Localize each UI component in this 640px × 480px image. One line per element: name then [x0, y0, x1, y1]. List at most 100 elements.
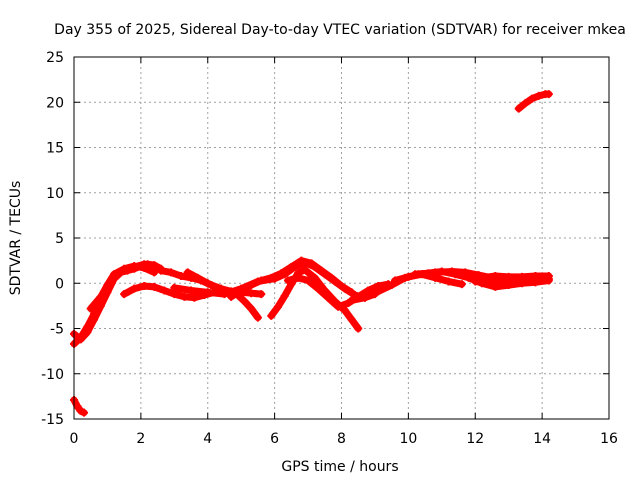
y-tick-label: 0 — [55, 276, 64, 292]
data-point-marker — [187, 286, 196, 295]
y-tick-label: 5 — [55, 231, 64, 247]
data-point-marker — [307, 259, 316, 268]
data-point-marker — [360, 293, 369, 302]
data-point-marker — [514, 104, 523, 113]
x-tick-label: 0 — [70, 431, 79, 447]
y-tick-label: -5 — [50, 322, 64, 338]
data-point-marker — [484, 279, 493, 288]
data-point-marker — [120, 290, 129, 299]
y-axis-label: SDTVAR / TECUs — [8, 181, 24, 296]
series-arc-16 — [471, 274, 553, 288]
x-tick-label: 10 — [399, 431, 417, 447]
data-point-marker — [130, 262, 139, 271]
data-point-marker — [90, 310, 99, 319]
series-trace — [267, 266, 362, 332]
data-point-marker — [411, 270, 420, 279]
data-point-marker — [156, 266, 165, 275]
data-point-marker — [166, 268, 175, 277]
data-point-marker — [257, 290, 266, 299]
data-point-marker — [347, 296, 356, 305]
data-point-marker — [374, 287, 383, 296]
y-tick-label: 15 — [46, 141, 64, 157]
data-point-marker — [437, 267, 446, 276]
data-point-marker — [203, 279, 212, 288]
data-point-marker — [347, 315, 356, 324]
data-point-marker — [86, 304, 95, 313]
data-point-marker — [304, 276, 313, 285]
data-point-marker — [160, 286, 169, 295]
data-point-marker — [103, 281, 112, 290]
series-arc-1 — [70, 395, 89, 417]
data-point-marker — [354, 324, 363, 333]
data-point-marker — [524, 274, 533, 283]
y-tick-labels: -15 -10 -5 0 5 10 15 20 25 — [41, 50, 64, 428]
x-tick-label: 6 — [270, 431, 279, 447]
data-point-marker — [327, 273, 336, 282]
x-axis-label: GPS time / hours — [281, 459, 398, 475]
data-point-marker — [451, 270, 460, 279]
series-arc-4 — [86, 262, 159, 313]
x-tick-label: 2 — [136, 431, 145, 447]
data-point-marker — [534, 91, 543, 100]
data-point-marker — [324, 293, 333, 302]
x-tick-label: 4 — [203, 431, 212, 447]
x-tick-label: 8 — [337, 431, 346, 447]
data-point-marker — [76, 333, 85, 342]
data-point-marker — [247, 281, 256, 290]
data-point-marker — [310, 273, 319, 282]
series-arc-17 — [514, 90, 553, 113]
data-point-marker — [183, 268, 192, 277]
data-point-marker — [140, 263, 149, 272]
data-point-marker — [247, 304, 256, 313]
y-tick-label: -15 — [41, 412, 64, 428]
grid-lines — [74, 57, 609, 419]
data-point-marker — [457, 280, 466, 289]
data-point-marker — [521, 99, 530, 108]
data-point-marker — [130, 284, 139, 293]
data-point-marker — [73, 402, 82, 411]
data-point-marker — [391, 276, 399, 285]
data-point-marker — [544, 274, 553, 283]
data-point-marker — [190, 293, 199, 302]
data-point-marker — [170, 283, 179, 292]
data-point-marker — [140, 281, 149, 290]
data-point-marker — [240, 297, 249, 306]
data-point-marker — [150, 282, 159, 291]
data-point-marker — [96, 292, 105, 301]
data-point-marker — [337, 281, 346, 290]
data-point-marker — [314, 284, 323, 293]
x-tick-label: 12 — [466, 431, 484, 447]
data-point-marker — [511, 275, 520, 284]
data-point-marker — [180, 292, 189, 301]
data-point-marker — [237, 286, 246, 295]
data-point-marker — [227, 292, 236, 301]
x-tick-label: 16 — [600, 431, 618, 447]
series-arc-9 — [227, 256, 356, 301]
x-tick-label: 14 — [533, 431, 551, 447]
data-point-marker — [247, 289, 256, 298]
data-point-marker — [267, 273, 276, 282]
data-point-marker — [280, 291, 289, 300]
series-trace — [515, 90, 553, 113]
data-point-marker — [273, 302, 282, 311]
data-point-marker — [538, 275, 547, 284]
data-point-marker — [444, 277, 453, 286]
data-point-marker — [220, 290, 229, 299]
x-tick-labels: 0 2 4 6 8 10 12 14 16 — [70, 431, 618, 447]
data-point-marker — [464, 271, 473, 280]
data-point-marker — [120, 264, 129, 273]
y-tick-label: 10 — [46, 186, 64, 202]
data-point-marker — [317, 266, 326, 275]
data-point-marker — [284, 276, 292, 285]
data-point-marker — [150, 268, 159, 277]
data-point-marker — [193, 273, 202, 282]
data-point-marker — [471, 277, 480, 286]
data-point-marker — [203, 288, 212, 297]
data-point-marker — [287, 262, 296, 271]
data-point-marker — [253, 313, 262, 322]
data-point-marker — [528, 94, 537, 103]
data-point-marker — [294, 273, 303, 282]
data-point-marker — [300, 265, 309, 274]
y-tick-label: -10 — [41, 367, 64, 383]
